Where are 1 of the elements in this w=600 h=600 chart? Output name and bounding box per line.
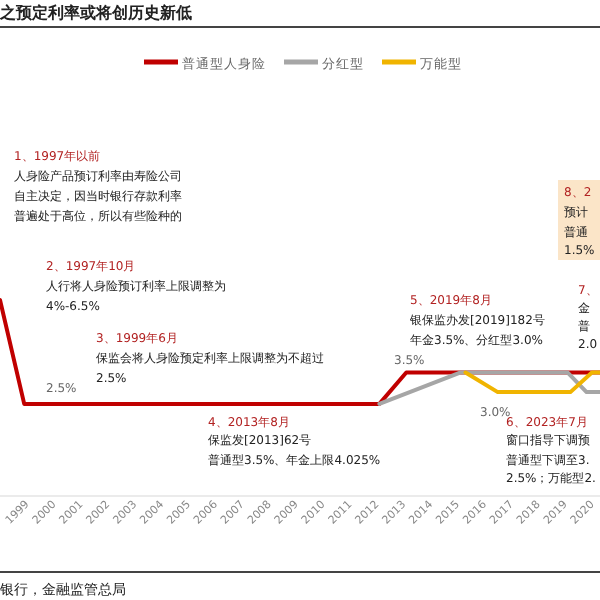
chart-title: 之预定利率或将创历史新低 [0, 2, 192, 22]
